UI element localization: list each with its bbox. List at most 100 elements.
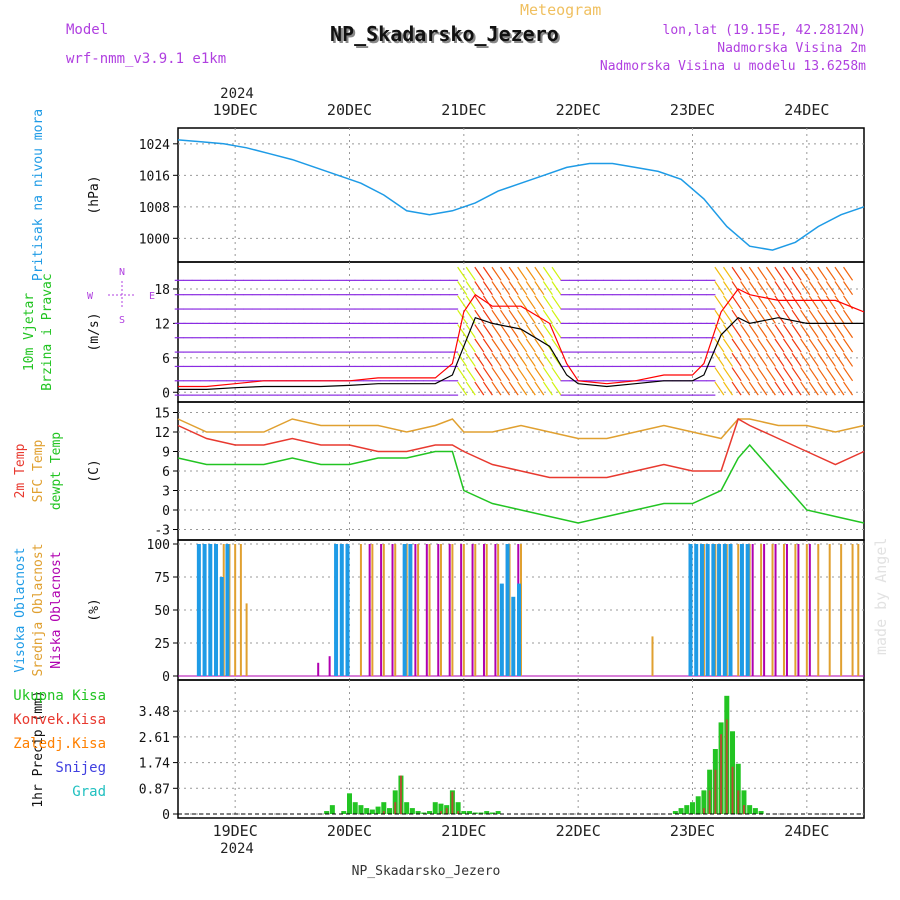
precip-bar-total (409, 808, 415, 814)
wind-barb (825, 367, 836, 382)
wind-barb (774, 324, 785, 339)
cloud-bar-low (425, 544, 428, 676)
bottom-day-label: 19DEC (213, 822, 258, 840)
y-tick-label: 1016 (139, 169, 170, 184)
y-tick-label: 12 (154, 317, 170, 332)
precip-bar-total (690, 802, 695, 814)
wind-barb (783, 266, 794, 281)
precip-bar-conv (394, 802, 397, 814)
wind-barb (534, 324, 545, 339)
wind-barb (517, 281, 528, 296)
wind-barb (508, 367, 519, 382)
wind-barb (517, 266, 528, 281)
wind-barb (808, 352, 819, 367)
wind-barb (843, 367, 854, 382)
cloud-bar-low (774, 544, 777, 676)
wind-barb (740, 324, 751, 339)
wind-barb (808, 367, 819, 382)
wind-barb (843, 338, 854, 353)
wind-barb (551, 324, 562, 339)
wind-barb (714, 295, 725, 310)
wind-barb (774, 381, 785, 396)
panel-frame (177, 127, 865, 263)
precip-bar-total (467, 811, 473, 814)
wind-barb (491, 309, 502, 324)
panel-ylabel: Srednja Oblacnost (31, 543, 46, 676)
wind-barb (748, 324, 759, 339)
cloud-bar-low (380, 544, 383, 676)
wind-barb (843, 281, 854, 296)
precip-bar-conv (702, 808, 705, 814)
temp-line-sfc (177, 418, 865, 440)
precip-bar-total (495, 811, 501, 814)
wind-barb (525, 352, 536, 367)
wind-barb (534, 281, 545, 296)
wind-barb (843, 266, 854, 281)
wind-barb (508, 295, 519, 310)
cloud-bar-high (208, 544, 213, 676)
precip-bar-conv (451, 791, 454, 814)
compass-label: N (119, 267, 125, 278)
wind-barb (791, 309, 802, 324)
precip-bar-total (352, 802, 358, 814)
wind-barb (500, 324, 511, 339)
cloud-bar-low (785, 544, 788, 676)
wind-barb (457, 295, 468, 310)
cloud-bar-high (711, 544, 716, 676)
precip-legend-item: Grad (72, 784, 106, 800)
cloud-bar-high (699, 544, 704, 676)
wind-barb (474, 367, 485, 382)
wind-barb (817, 381, 828, 396)
top-year-label: 2024 (220, 86, 254, 102)
y-tick-label: 0 (162, 670, 170, 685)
cloud-bar-low (471, 544, 474, 676)
cloud-bar-low (494, 544, 497, 676)
cloud-bar-mid (245, 603, 248, 676)
wind-barb (740, 367, 751, 382)
wind-barb (508, 381, 519, 396)
wind-barb (843, 309, 854, 324)
wind-barb (808, 295, 819, 310)
wind-barb (817, 309, 828, 324)
watermark: made by Angel (872, 538, 890, 655)
precip-legend-item: Zaledj.Kisa (13, 736, 106, 752)
wind-barb (748, 367, 759, 382)
wind-barb (825, 352, 836, 367)
precip-bar-total (347, 793, 352, 814)
wind-barb (482, 309, 493, 324)
wind-barb (757, 367, 768, 382)
wind-barb (525, 266, 536, 281)
y-tick-label: 15 (154, 407, 170, 422)
wind-barb (740, 266, 751, 281)
wind-barb (525, 295, 536, 310)
wind-barb (500, 338, 511, 353)
wind-barb (765, 381, 776, 396)
wind-barb (748, 266, 759, 281)
wind-barb (491, 367, 502, 382)
wind-barb (714, 367, 725, 382)
model-label: Model (66, 22, 108, 38)
cloud-bar-mid (382, 544, 385, 676)
y-tick-label: 0 (162, 504, 170, 519)
wind-barb (834, 367, 845, 382)
cloud-bar-mid (485, 544, 488, 676)
cloud-bar-mid (417, 544, 420, 676)
wind-barb (551, 266, 562, 281)
wind-barb (457, 338, 468, 353)
footer-station: NP_Skadarsko_Jezero (352, 864, 501, 879)
wind-barb (774, 367, 785, 382)
altitude-label: Nadmorska Visina 2m (717, 41, 866, 56)
precip-bar-total (461, 811, 467, 814)
wind-barb (482, 281, 493, 296)
bottom-day-label: 20DEC (327, 822, 372, 840)
wind-barb (482, 367, 493, 382)
cloud-bar-mid (451, 544, 454, 676)
wind-barb (843, 324, 854, 339)
wind-barb (783, 381, 794, 396)
panel-ylabel: 10m Vjetar (22, 293, 37, 371)
precip-bar-total (324, 811, 330, 814)
precip-bar-total (484, 811, 490, 814)
panel-precipitation: 0 0.87 1.74 2.61 3.48 1hr Precip (mm)Ukupna K… (13, 679, 865, 823)
cloud-bar-high (739, 544, 744, 676)
precip-bar-conv (439, 811, 442, 814)
